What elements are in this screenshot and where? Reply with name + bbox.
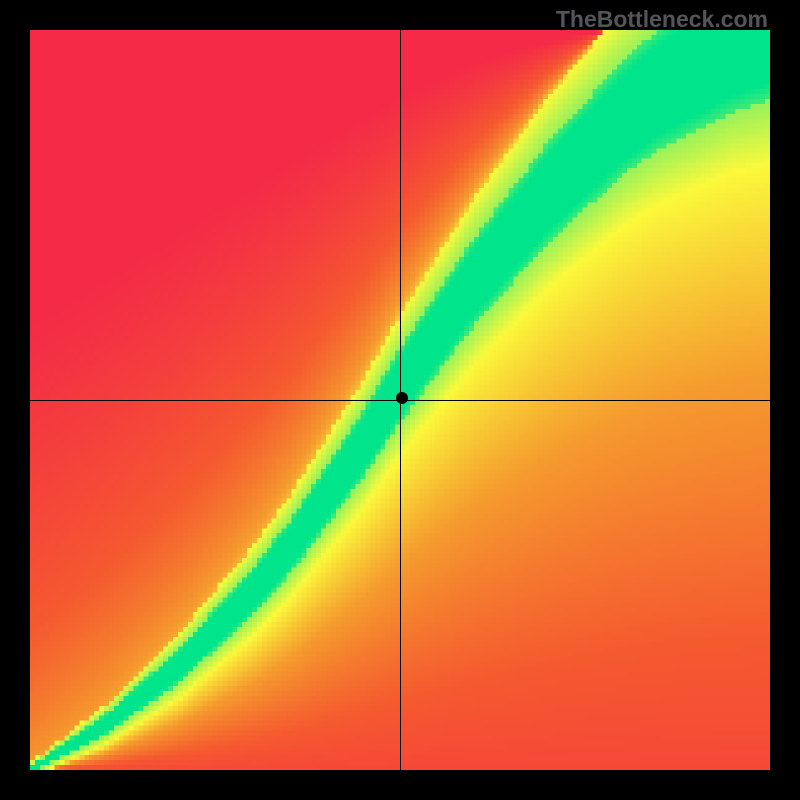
crosshair-marker — [396, 392, 408, 404]
outer-frame: TheBottleneck.com — [0, 0, 800, 800]
watermark-text: TheBottleneck.com — [556, 6, 768, 33]
heatmap-plot — [30, 30, 770, 770]
